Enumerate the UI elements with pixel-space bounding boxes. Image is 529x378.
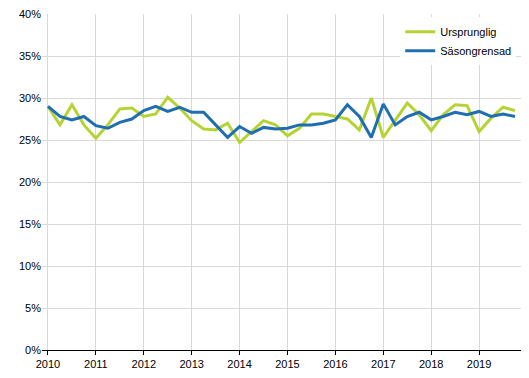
svg-text:10%: 10% (19, 260, 41, 272)
svg-text:0%: 0% (25, 344, 41, 356)
svg-text:2018: 2018 (419, 358, 443, 370)
svg-text:2014: 2014 (227, 358, 251, 370)
svg-text:2015: 2015 (275, 358, 299, 370)
svg-text:2013: 2013 (179, 358, 203, 370)
svg-text:2012: 2012 (132, 358, 156, 370)
svg-text:5%: 5% (25, 302, 41, 314)
svg-text:15%: 15% (19, 218, 41, 230)
svg-text:2011: 2011 (84, 358, 108, 370)
svg-text:20%: 20% (19, 176, 41, 188)
svg-text:2016: 2016 (323, 358, 347, 370)
svg-text:25%: 25% (19, 134, 41, 146)
svg-text:40%: 40% (19, 8, 41, 20)
svg-text:35%: 35% (19, 50, 41, 62)
svg-text:30%: 30% (19, 92, 41, 104)
svg-text:2017: 2017 (371, 358, 395, 370)
svg-text:Ursprunglig: Ursprunglig (440, 26, 496, 38)
svg-text:Säsongrensad: Säsongrensad (440, 45, 511, 57)
svg-text:2019: 2019 (467, 358, 491, 370)
svg-text:2010: 2010 (36, 358, 60, 370)
